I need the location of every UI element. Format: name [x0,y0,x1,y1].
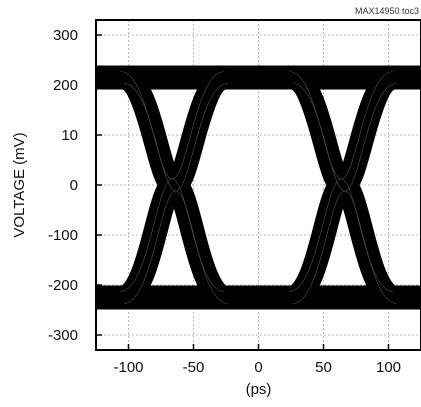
x-tick-label: -50 [183,359,205,376]
eye-strand [292,83,397,304]
x-tick-label: -100 [113,359,143,376]
x-axis-label: (ps) [246,381,272,398]
y-axis-label: VOLTAGE (mV) [11,132,28,237]
y-tick-label: 300 [53,27,78,44]
eye-strand [123,83,228,304]
figure-id: MAX14950 toc3 [355,6,419,16]
y-tick-label: 0 [70,177,78,194]
eye-strand [120,71,225,292]
y-tick-label: -200 [48,277,78,294]
eye-rising-edge-1 [118,65,230,310]
y-tick-label: -300 [48,327,78,344]
y-tick-label: 10 [61,127,78,144]
x-tick-label: 100 [376,359,401,376]
eye-traces [96,65,421,310]
y-tick-label: 200 [53,77,78,94]
x-tick-label: 50 [315,359,332,376]
eye-strand [289,71,394,292]
y-tick-label: -100 [48,227,78,244]
eye-rising-edge-2 [287,65,399,310]
x-tick-label: 0 [254,359,262,376]
